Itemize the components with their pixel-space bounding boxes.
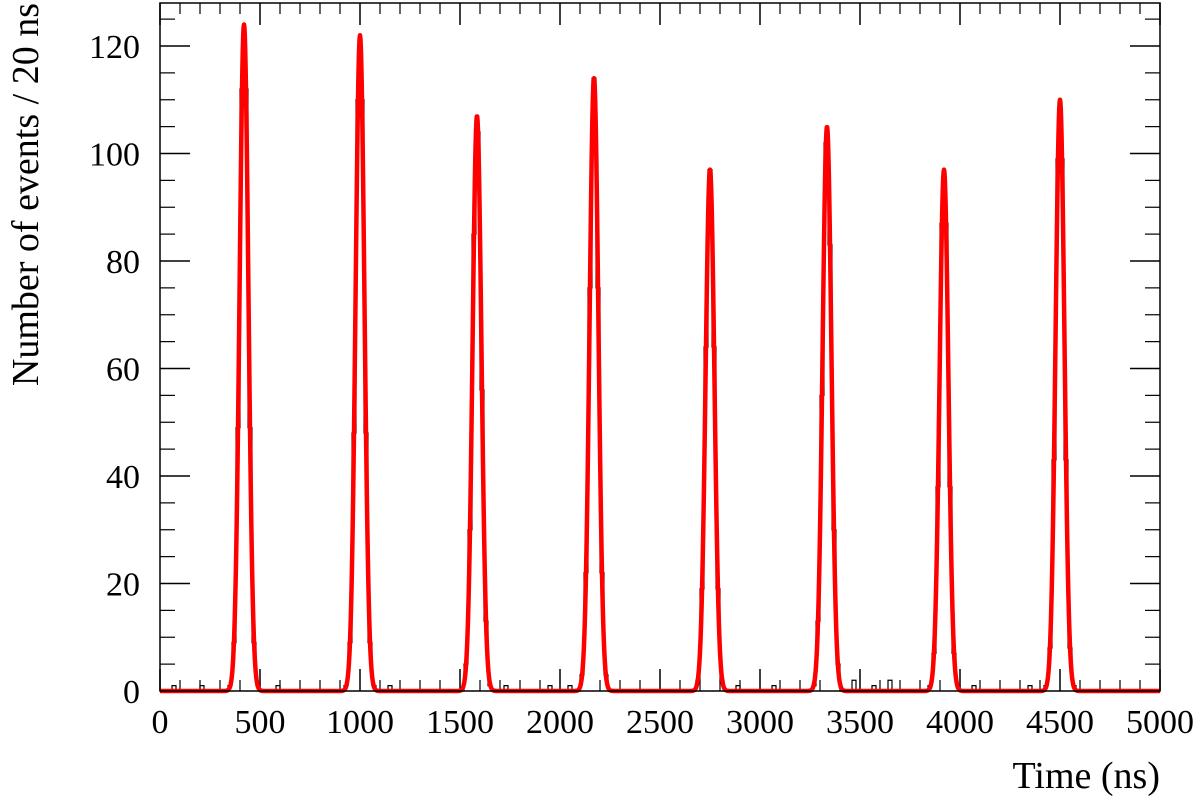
ticks-layer (159, 3, 1161, 692)
x-axis-title: Time (ns) (1013, 755, 1160, 797)
x-tick-label: 500 (235, 704, 286, 741)
y-tick-label: 80 (106, 244, 140, 281)
x-tick-label: 3000 (726, 704, 794, 741)
x-tick-label: 4000 (926, 704, 994, 741)
plot-frame (159, 2, 1161, 692)
x-tick-label: 2500 (626, 704, 694, 741)
tick-labels-layer: 0 500 1000 1500 2000 2500 3000 3500 4000 4500 5000… (89, 29, 1194, 741)
y-tick-label: 20 (106, 567, 140, 604)
x-tick-label: 0 (152, 704, 169, 741)
x-tick-label: 2000 (526, 704, 594, 741)
y-tick-label: 40 (106, 459, 140, 496)
x-tick-label: 3500 (826, 704, 894, 741)
y-tick-label: 0 (123, 674, 140, 711)
y-axis-title: Number of events / 20 ns (5, 3, 47, 386)
y-tick-label: 60 (106, 352, 140, 389)
x-tick-label: 4500 (1026, 704, 1094, 741)
y-tick-label: 100 (89, 137, 140, 174)
x-tick-label: 1500 (426, 704, 494, 741)
x-tick-label: 1000 (326, 704, 394, 741)
x-tick-label: 5000 (1126, 704, 1194, 741)
y-tick-label: 120 (89, 29, 140, 66)
